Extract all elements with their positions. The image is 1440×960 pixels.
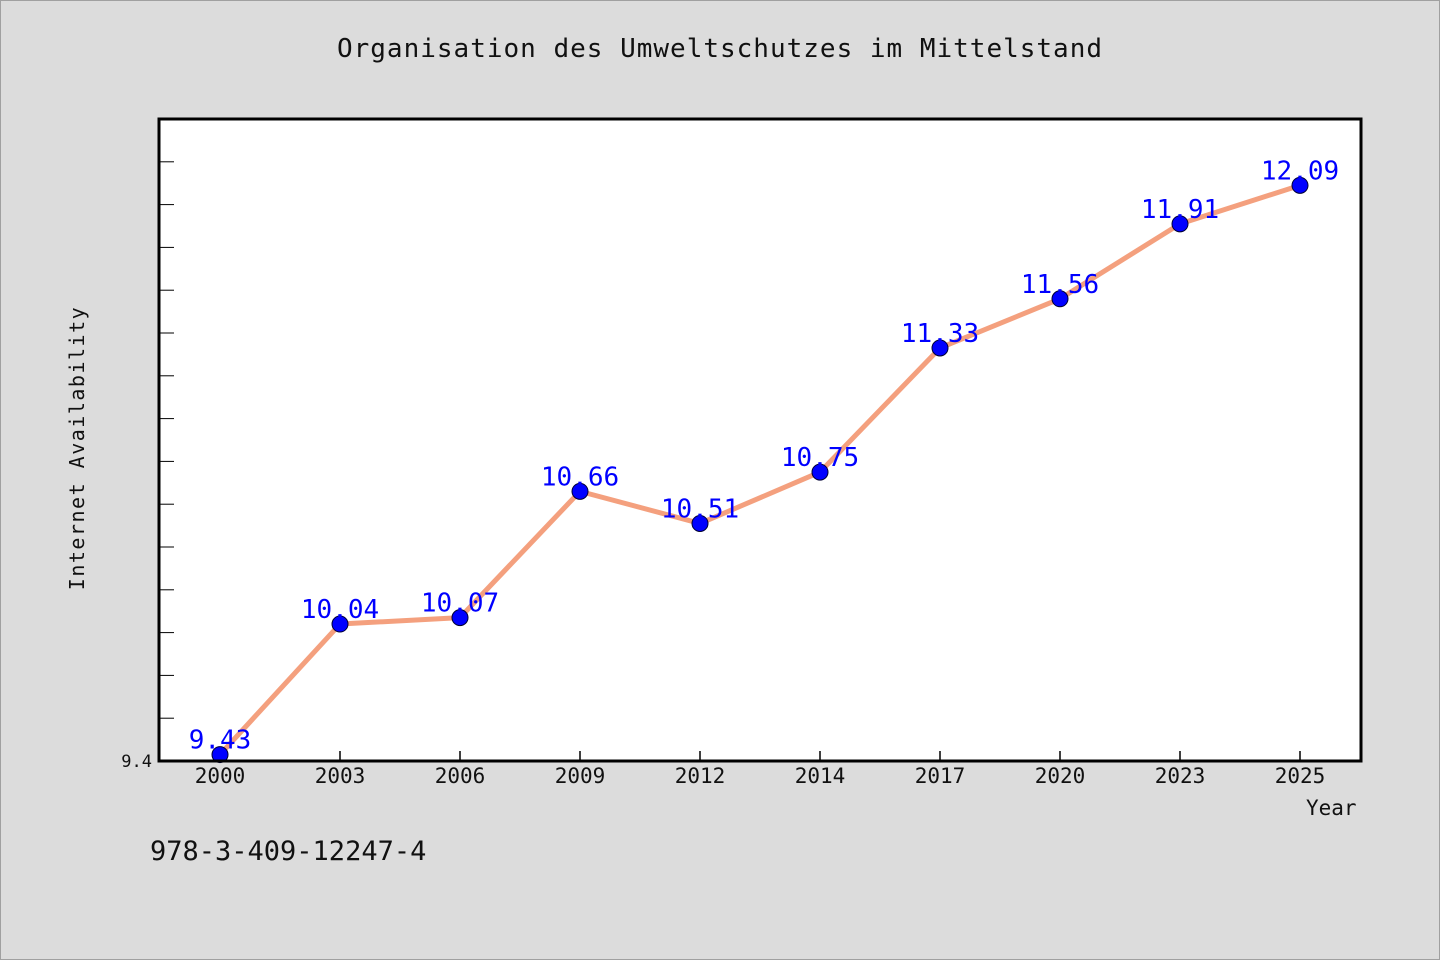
data-point [571,482,589,500]
data-point [1171,215,1189,233]
x-axis-title: Year [1306,796,1357,820]
x-tick-label: 2020 [1035,764,1086,788]
data-label: 10.04 [301,595,379,625]
x-tick-label: 2000 [195,764,246,788]
data-point [811,463,829,481]
plot-border [157,117,1363,763]
data-label: 11.91 [1141,195,1219,225]
data-labels: 9.43 10.04 10.07 10.66 10.51 10.75 11.33 11.56 1… [189,156,1339,755]
x-axis-tick-labels: 2000 2003 2006 2009 2012 2014 2017 2020 2023 2025 [195,764,1326,788]
x-tick-label: 2014 [795,764,846,788]
y-tick-label: 9.4 [121,752,152,772]
data-point [691,514,709,532]
plot-area [159,119,1361,761]
data-label: 12.09 [1261,156,1339,186]
x-tick-label: 2003 [315,764,366,788]
series-lines [217,182,1303,758]
x-tick-label: 2025 [1275,764,1326,788]
y-axis-tick-labels: 9.4 [121,752,152,772]
x-tick-label: 2012 [675,764,726,788]
x-tick-label: 2009 [555,764,606,788]
data-point [1051,290,1069,308]
data-label: 10.66 [541,462,619,492]
data-point [931,339,949,357]
x-tick-label: 2006 [435,764,486,788]
data-point [211,746,229,764]
data-label: 11.33 [901,319,979,349]
y-axis-ticks [159,118,174,719]
data-label: 10.51 [661,494,739,524]
data-point [451,609,469,627]
data-label: 10.07 [421,589,499,619]
data-label: 9.43 [189,726,252,756]
data-point [1291,176,1309,194]
isbn-label: 978-3-409-12247-4 [150,836,427,867]
data-point [331,615,349,633]
series-markers [211,176,1309,764]
chart-title: Organisation des Umweltschutzes im Mitte… [336,34,1104,64]
series-line [217,182,1303,758]
data-label: 11.56 [1021,270,1099,300]
x-tick-label: 2023 [1155,764,1206,788]
x-tick-label: 2017 [915,764,966,788]
data-label: 10.75 [781,443,859,473]
